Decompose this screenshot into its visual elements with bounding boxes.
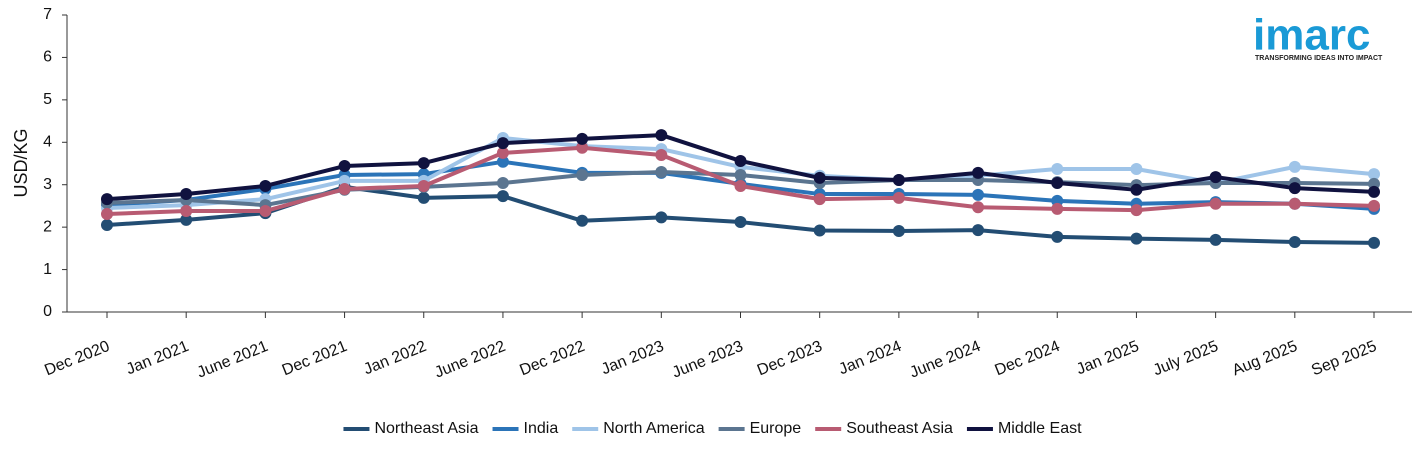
legend-label: Northeast Asia [374, 420, 478, 437]
data-point [576, 141, 589, 154]
data-point [972, 166, 985, 179]
data-point [1288, 160, 1301, 173]
x-tick-label: Jan 2024 [837, 338, 905, 378]
y-tick-label: 3 [43, 176, 52, 193]
legend-label: North America [603, 420, 704, 437]
x-tick-label: Jan 2025 [1074, 338, 1142, 378]
data-point [655, 165, 668, 178]
data-point [1368, 185, 1380, 198]
x-tick-label: Jan 2022 [361, 338, 429, 378]
data-point [1368, 236, 1380, 249]
y-tick-label: 0 [43, 303, 52, 320]
data-point [496, 190, 509, 203]
data-point [1051, 177, 1064, 190]
data-point [417, 157, 430, 170]
data-point [1051, 163, 1064, 176]
data-point [1130, 183, 1143, 196]
data-point [576, 132, 589, 145]
y-tick-label: 6 [43, 49, 52, 66]
data-point [1051, 202, 1064, 215]
data-point [972, 201, 985, 214]
data-point [655, 149, 668, 162]
data-point [259, 205, 272, 218]
data-point [813, 171, 826, 184]
data-point [734, 168, 747, 181]
logo: imarc [1253, 11, 1370, 60]
data-point [734, 154, 747, 167]
data-point [1209, 233, 1222, 246]
y-tick-label: 1 [43, 261, 52, 278]
legend-label: Southeast Asia [846, 420, 953, 437]
x-tick-label: Sep 2025 [1309, 338, 1379, 379]
x-tick-label: July 2025 [1151, 338, 1221, 379]
data-point [101, 219, 113, 232]
data-point [1209, 197, 1222, 210]
x-tick-label: Aug 2025 [1230, 338, 1300, 379]
data-point [813, 193, 826, 206]
data-point [1368, 168, 1380, 181]
data-point [972, 224, 985, 237]
y-tick-label: 2 [43, 218, 52, 235]
data-point [417, 191, 430, 204]
data-point [655, 211, 668, 224]
data-point [1368, 199, 1380, 212]
data-point [734, 179, 747, 192]
data-point [1209, 171, 1222, 184]
data-point [496, 146, 509, 159]
data-point [180, 188, 193, 201]
data-point [259, 179, 272, 192]
data-point [892, 174, 905, 187]
data-point [338, 182, 351, 195]
data-point [734, 216, 747, 229]
data-point [892, 224, 905, 237]
x-tick-label: June 2022 [432, 338, 508, 382]
data-point [338, 160, 351, 173]
data-point [101, 193, 113, 206]
data-point [1288, 182, 1301, 195]
legend-label: Middle East [998, 420, 1082, 437]
data-point [180, 205, 193, 218]
x-tick-label: Jan 2021 [124, 338, 192, 378]
legend-label: India [524, 420, 559, 437]
data-point [1288, 235, 1301, 248]
data-point [1130, 232, 1143, 245]
series-line [106, 184, 1375, 245]
data-point [576, 214, 589, 227]
x-tick-label: Dec 2024 [992, 338, 1062, 379]
data-point [1288, 197, 1301, 210]
data-point [1051, 230, 1064, 243]
x-tick-label: Dec 2023 [755, 338, 825, 379]
data-point [417, 179, 430, 192]
x-tick-label: Dec 2021 [280, 338, 350, 379]
x-tick-label: June 2021 [195, 338, 271, 382]
data-point [496, 177, 509, 190]
data-point [576, 168, 589, 181]
data-point [496, 137, 509, 150]
data-point [101, 207, 113, 220]
data-point [496, 155, 509, 168]
data-point [813, 224, 826, 237]
x-tick-label: June 2023 [670, 338, 746, 382]
legend-label: Europe [750, 420, 802, 437]
data-point [1130, 204, 1143, 217]
logo-tagline: TRANSFORMING IDEAS INTO IMPACT [1255, 55, 1383, 62]
data-point [655, 129, 668, 142]
y-tick-label: 7 [43, 6, 52, 23]
data-point [1130, 163, 1143, 176]
data-point [972, 188, 985, 201]
x-tick-label: Dec 2022 [517, 338, 587, 379]
y-tick-label: 5 [43, 91, 52, 108]
y-axis-label: USD/KG [11, 128, 31, 197]
x-tick-label: June 2024 [907, 338, 983, 382]
x-tick-label: Jan 2023 [599, 338, 667, 378]
data-point [892, 191, 905, 204]
y-tick-label: 4 [43, 134, 52, 151]
data-point [180, 213, 193, 226]
x-tick-label: Dec 2020 [42, 338, 112, 379]
